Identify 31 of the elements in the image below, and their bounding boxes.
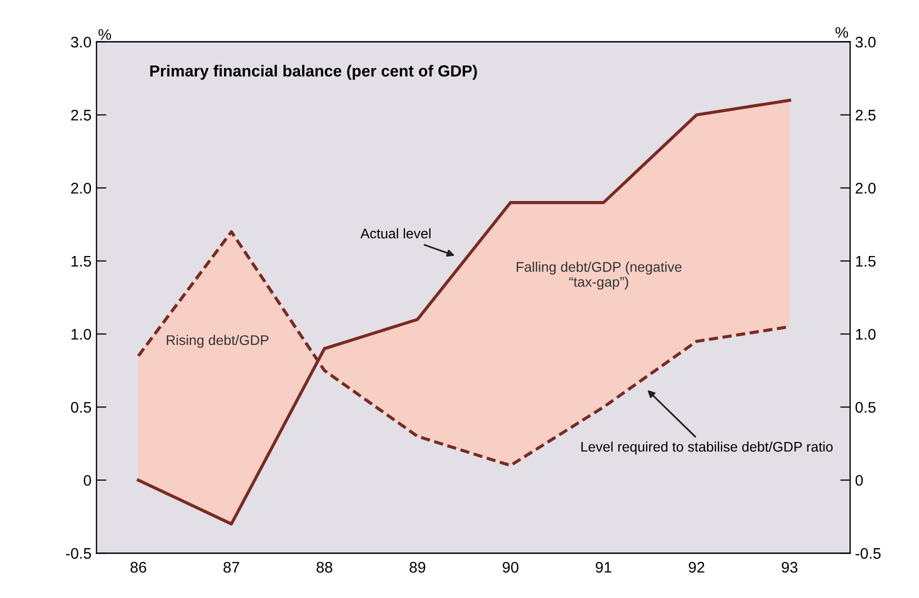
y-tick-label: 0.5 [70, 402, 91, 413]
y-tick-label: 3.0 [70, 36, 92, 48]
y2-tick-label: -0.5 [856, 548, 881, 559]
x-tick-label: 90 [502, 562, 518, 573]
annotation: Rising debt/GDP [166, 334, 268, 348]
annotation: Falling debt/GDP (negative “tax-gap”) [516, 262, 682, 290]
x-tick-label: 86 [130, 562, 146, 573]
y2-tick-label: 3.0 [856, 36, 876, 48]
y2-tick-label: 2.0 [856, 182, 876, 194]
x-tick-label: 93 [782, 562, 798, 573]
y-tick-label: 1.5 [72, 256, 91, 267]
series-label: Level required to stabilise debt/GDP ratio [581, 441, 833, 454]
x-tick-label: 89 [410, 562, 426, 573]
y-tick-label: 1.0 [72, 328, 92, 340]
y2-tick-label: 0 [856, 474, 863, 486]
y2-tick-label: 1.5 [856, 256, 876, 267]
x-tick-label: 88 [316, 562, 332, 573]
y2-tick-label: 2.5 [856, 110, 876, 121]
text: Actual level [360, 228, 430, 238]
y-axis-title: % [98, 29, 112, 40]
y-tick-label: 2.5 [71, 110, 91, 121]
x-tick-label: 91 [596, 562, 612, 573]
x-tick-label: 87 [224, 562, 240, 573]
text: Primary financial balance (per cent of GDP) [150, 64, 477, 80]
x-tick-label: 92 [688, 562, 704, 573]
y2-tick-label: 1.0 [856, 328, 876, 340]
y-tick-label: 2.0 [71, 182, 92, 194]
y-tick-label: 0 [84, 474, 92, 486]
y2-tick-label: 0.5 [856, 402, 876, 413]
y-tick-label: -0.5 [66, 548, 91, 559]
y2-axis-title: % [836, 27, 848, 38]
